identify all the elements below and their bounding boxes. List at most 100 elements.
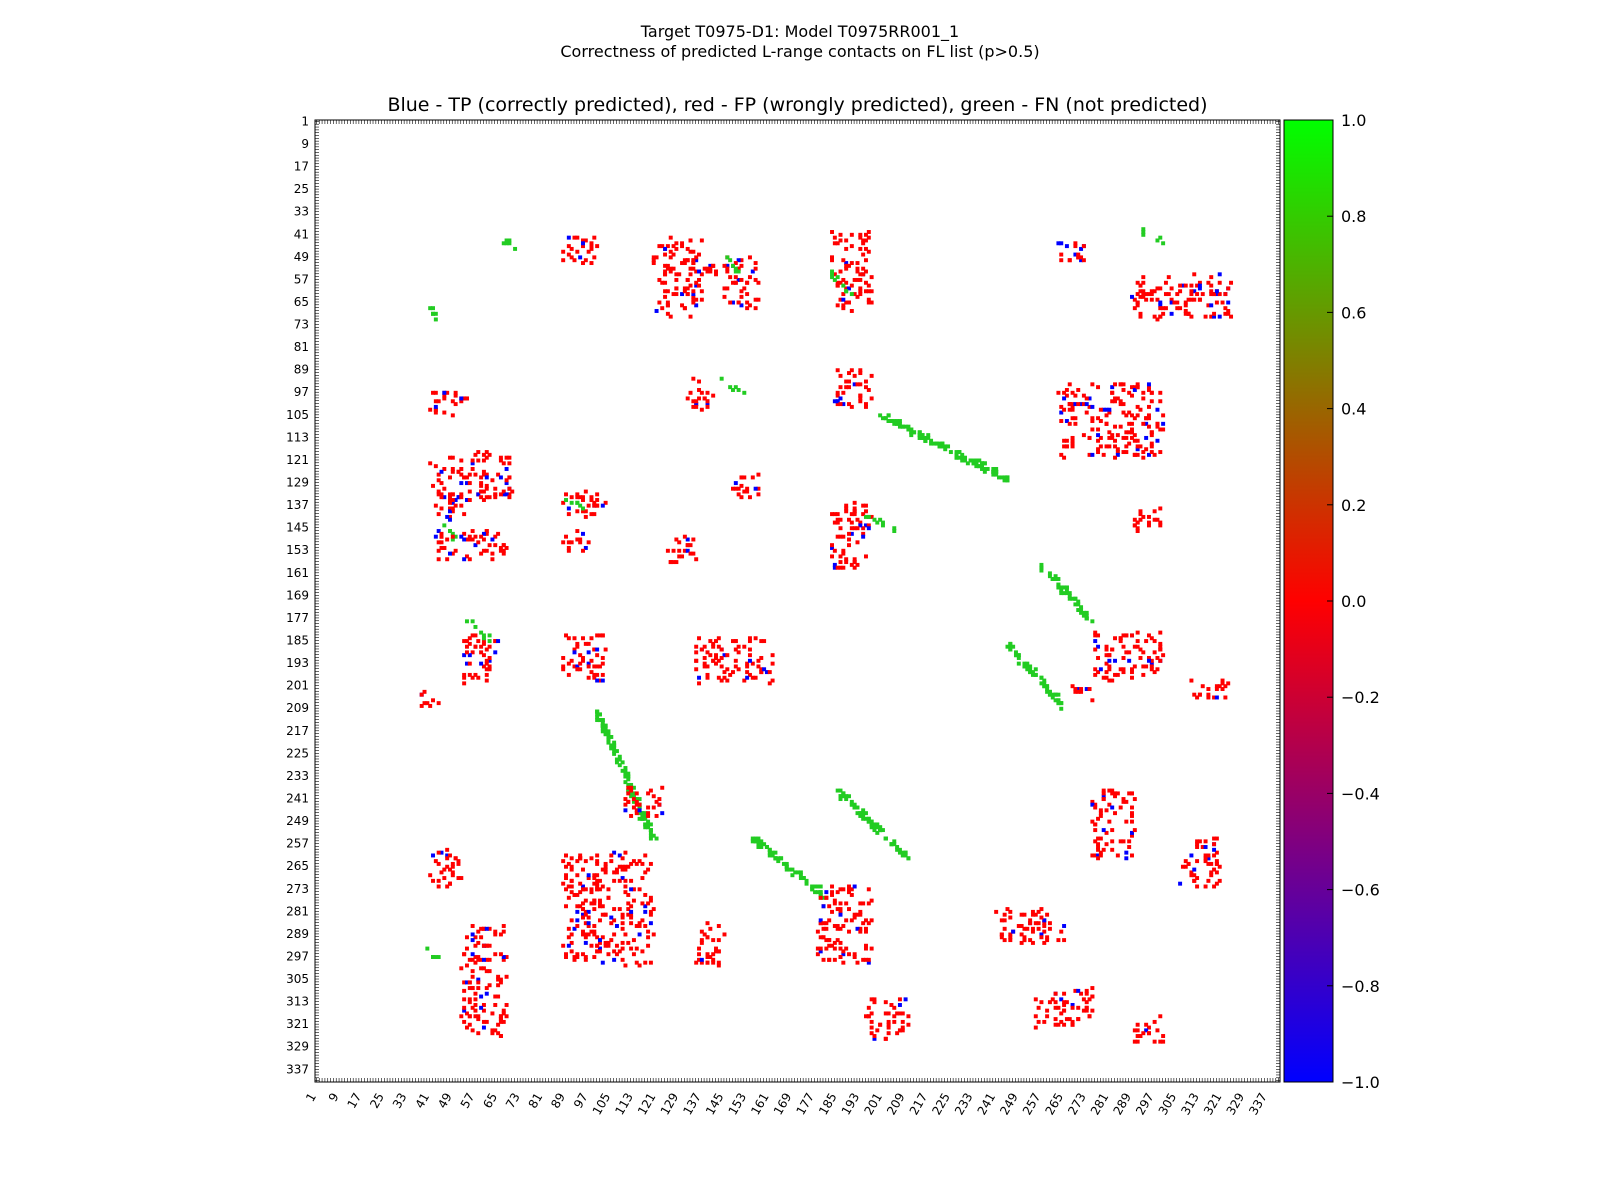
contact-cell-fp <box>450 455 455 460</box>
contact-cell-fp <box>643 892 648 897</box>
contact-cell-fp <box>1146 385 1151 390</box>
contact-cell-fp <box>1146 514 1151 519</box>
contact-cell-fp <box>864 379 868 384</box>
contact-cell-fp <box>770 653 775 658</box>
contact-cell-fp <box>1028 921 1033 926</box>
contact-cell-fn <box>606 732 611 737</box>
contact-cell-tp <box>745 675 750 680</box>
contact-cell-fp <box>1152 670 1157 675</box>
contact-cell-fp <box>479 475 484 480</box>
contact-cell-fp <box>439 506 444 511</box>
contact-cell-fn <box>892 839 897 844</box>
contact-cell-fn <box>578 503 583 508</box>
contact-cell-fp <box>1087 687 1092 691</box>
contact-cell-fp <box>1166 292 1171 297</box>
contact-cell-fp <box>561 943 566 948</box>
contact-cell-fp <box>586 932 591 937</box>
contact-cell-tp <box>680 292 685 297</box>
contact-cell-tp <box>1206 856 1211 861</box>
contact-cell-fp <box>1113 396 1117 401</box>
contact-cell-fp <box>629 915 634 920</box>
contact-cell-fn <box>926 433 931 438</box>
contact-cell-fp <box>433 410 438 415</box>
contact-cell-fp <box>1226 681 1231 686</box>
contact-cell-fp <box>753 636 758 641</box>
contact-cell-tp <box>600 678 605 683</box>
contact-cell-fp <box>637 963 642 968</box>
y-tick-label: 169 <box>286 588 309 602</box>
contact-cell-fp <box>493 534 498 539</box>
y-tick-label: 25 <box>294 182 309 196</box>
contact-cell-fp <box>578 661 583 666</box>
contact-cell-fp <box>864 258 868 263</box>
contact-cell-tp <box>450 500 455 505</box>
contact-cell-fp <box>711 938 716 943</box>
contact-cell-fp <box>450 492 455 497</box>
contact-cell-fp <box>1127 410 1132 415</box>
contact-cell-fp <box>640 901 645 906</box>
x-tick-label: 113 <box>612 1091 636 1118</box>
contact-cell-fp <box>1127 791 1132 796</box>
contact-cell-fp <box>864 946 868 951</box>
contact-cell-tp <box>1064 244 1069 249</box>
contact-cell-fp <box>747 255 752 260</box>
contact-cell-fn <box>895 421 900 426</box>
contact-cell-fp <box>473 452 478 457</box>
contact-cell-fp <box>866 1014 871 1019</box>
contact-cell-tp <box>1209 303 1214 308</box>
contact-cell-fn <box>1056 582 1061 587</box>
heatmap-cells <box>419 227 1234 1044</box>
contact-cell-fp <box>688 238 693 243</box>
contact-cell-fp <box>697 957 701 962</box>
y-tick-label: 129 <box>286 476 309 490</box>
contact-cell-fp <box>759 656 764 660</box>
contact-cell-fn <box>1030 672 1035 677</box>
contact-cell-fp <box>731 486 735 491</box>
contact-cell-fp <box>694 658 699 663</box>
contact-cell-fn <box>597 712 602 717</box>
contact-cell-fn <box>507 238 512 243</box>
contact-cell-fp <box>728 672 733 677</box>
contact-cell-fp <box>685 258 690 263</box>
contact-cell-fp <box>699 940 704 945</box>
contact-cell-fp <box>677 272 682 277</box>
contact-cell-fn <box>1064 591 1069 596</box>
contact-cell-fn <box>878 413 883 418</box>
contact-cell-tp <box>849 531 854 536</box>
contact-cell-fn <box>861 813 866 818</box>
contact-cell-fp <box>1124 799 1129 804</box>
contact-cell-fn <box>1002 478 1007 483</box>
contact-cell-fn <box>753 839 758 844</box>
contact-cell-fp <box>1141 280 1146 285</box>
x-tick-label: 209 <box>884 1091 908 1118</box>
contact-cell-fp <box>1127 845 1132 849</box>
contact-cell-fp <box>855 277 860 282</box>
contact-cell-fp <box>1149 433 1154 438</box>
contact-cell-fp <box>566 895 571 900</box>
contact-cell-fp <box>886 1031 891 1036</box>
contact-cell-fp <box>1115 396 1120 401</box>
contact-cell-fp <box>821 921 826 926</box>
contact-cell-fp <box>864 926 868 931</box>
contact-cell-tp <box>1189 853 1194 858</box>
contact-cell-fn <box>617 754 622 759</box>
contact-cell-fp <box>436 861 441 866</box>
contact-cell-fn <box>448 529 452 534</box>
contact-cell-fp <box>595 935 600 940</box>
contact-cell-fp <box>838 269 843 274</box>
contact-cell-fp <box>493 929 498 934</box>
contact-cell-fp <box>629 785 634 790</box>
colorbar-tick-label: −0.4 <box>1341 784 1380 803</box>
contact-cell-fn <box>629 794 634 799</box>
contact-cell-fn <box>960 455 965 460</box>
contact-cell-fp <box>841 534 846 539</box>
contact-cell-tp <box>1084 402 1089 407</box>
contact-cell-fp <box>626 901 631 906</box>
contact-cell-fp <box>498 932 503 937</box>
contact-cell-fp <box>1158 1014 1163 1019</box>
contact-cell-fp <box>821 926 826 931</box>
contact-cell-fp <box>1118 382 1123 387</box>
contact-cell-fp <box>589 261 594 266</box>
contact-cell-fp <box>844 557 849 562</box>
